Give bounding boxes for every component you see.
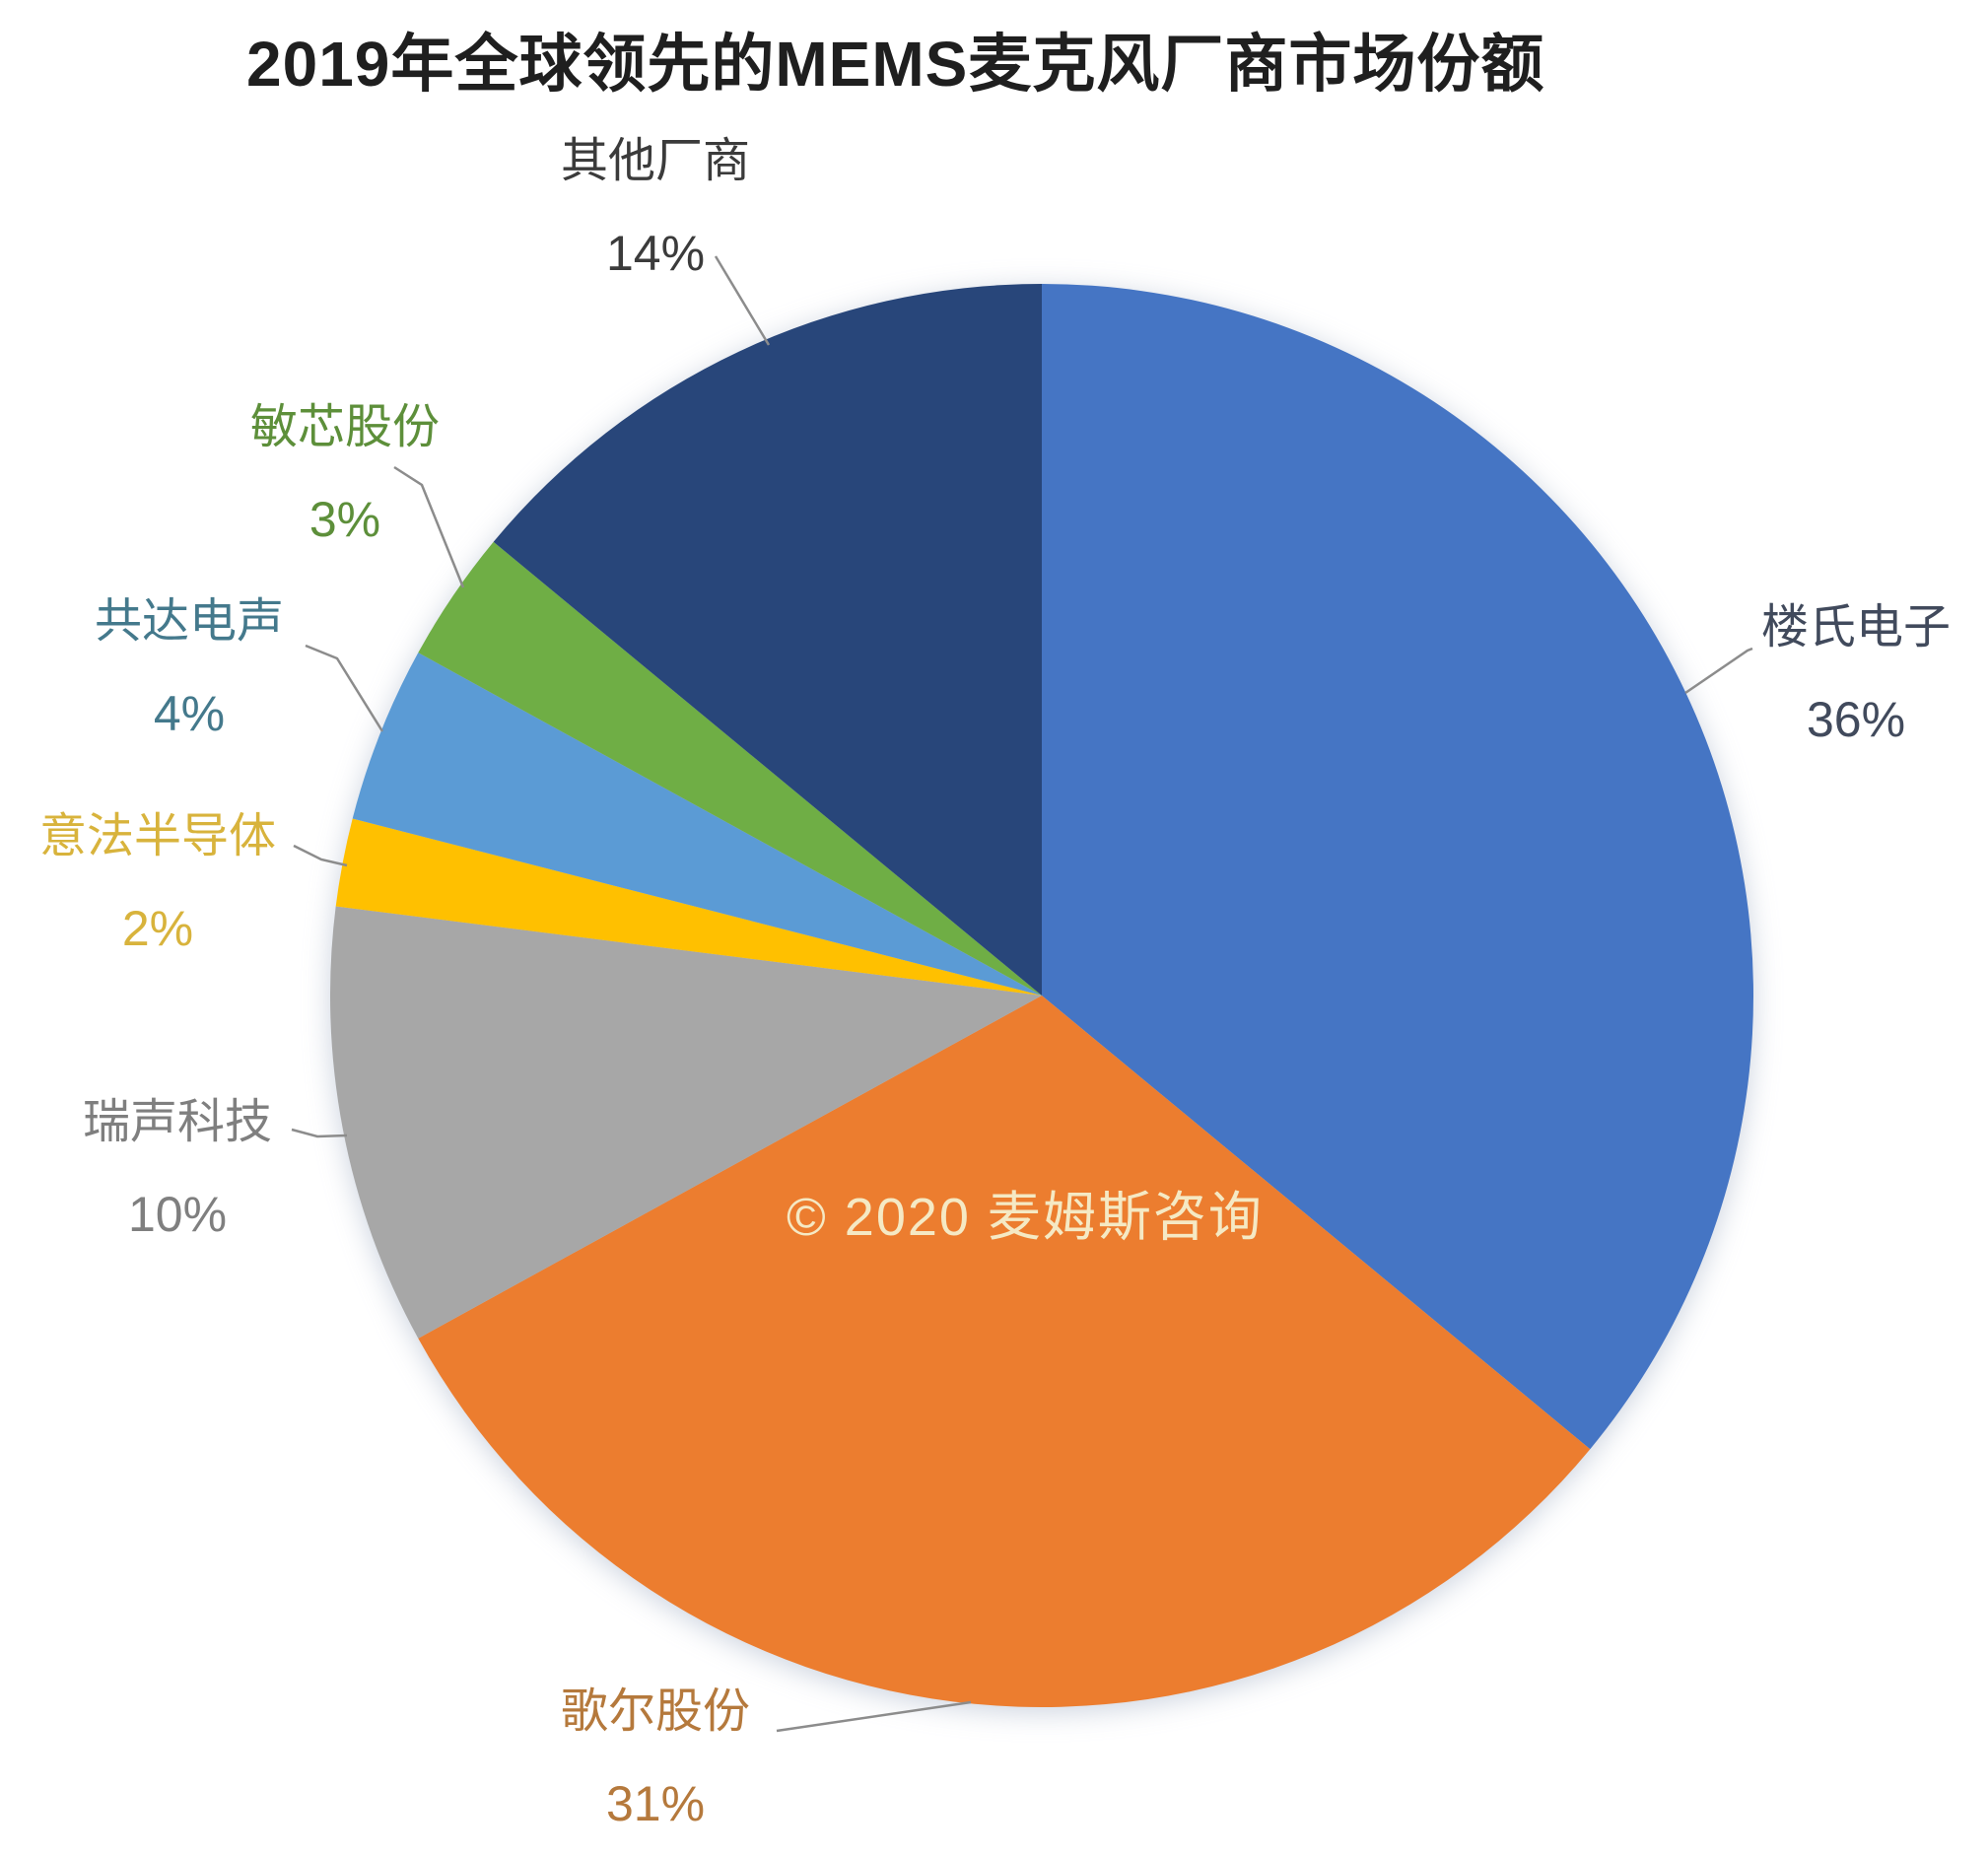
leader-line-goertek (776, 1700, 972, 1733)
chart-title: 2019年全球领先的MEMS麦克风厂商市场份额 (246, 29, 1545, 100)
slice-label-others-name: 其他厂商 (560, 135, 750, 187)
slice-label-gettop-pct: 4% (153, 685, 226, 741)
pie-slice-stmicro (335, 818, 1042, 996)
pie-slice-gettop (352, 653, 1042, 996)
pie-slice-memsensing (418, 541, 1042, 996)
slice-label-gettop-name: 共达电声 (94, 595, 284, 648)
pie-slice-knowles (1042, 284, 1753, 1450)
slice-label-aac-pct: 10% (127, 1186, 228, 1242)
slice-label-goertek-name: 歌尔股份 (560, 1685, 750, 1738)
leader-line-memsensing (393, 465, 465, 588)
leader-line-others (714, 255, 771, 346)
slice-label-aac: 瑞声科技 10% (54, 1094, 301, 1244)
slice-label-memsensing-name: 敏芯股份 (249, 401, 440, 453)
slice-label-others: 其他厂商 14% (527, 133, 784, 283)
leader-line-stmicro (293, 844, 348, 867)
watermark: © 2020 麦姆斯咨询 (787, 1188, 1264, 1247)
slice-label-knowles-name: 楼氏电子 (1760, 601, 1951, 653)
slice-label-knowles: 楼氏电子 36% (1733, 599, 1979, 749)
slice-label-goertek: 歌尔股份 31% (532, 1684, 779, 1833)
slice-label-memsensing: 敏芯股份 3% (222, 399, 468, 549)
leader-line-knowles (1684, 647, 1753, 695)
slice-label-knowles-pct: 36% (1806, 691, 1906, 747)
leader-line-aac (291, 1128, 348, 1138)
slice-label-memsensing-pct: 3% (308, 491, 381, 547)
slice-label-gettop: 共达电声 4% (61, 593, 317, 743)
slice-label-stmicro-name: 意法半导体 (38, 810, 276, 862)
slice-label-goertek-pct: 31% (605, 1775, 706, 1831)
slice-label-stmicro: 意法半导体 2% (10, 808, 306, 958)
slice-label-aac-name: 瑞声科技 (82, 1096, 272, 1148)
pie-slice-goertek (418, 996, 1591, 1707)
pie-slice-aac (330, 906, 1042, 1339)
slice-label-others-pct: 14% (605, 225, 706, 281)
leader-line-gettop (305, 644, 384, 732)
slice-label-stmicro-pct: 2% (121, 900, 194, 956)
pie-slice-others (493, 284, 1042, 996)
